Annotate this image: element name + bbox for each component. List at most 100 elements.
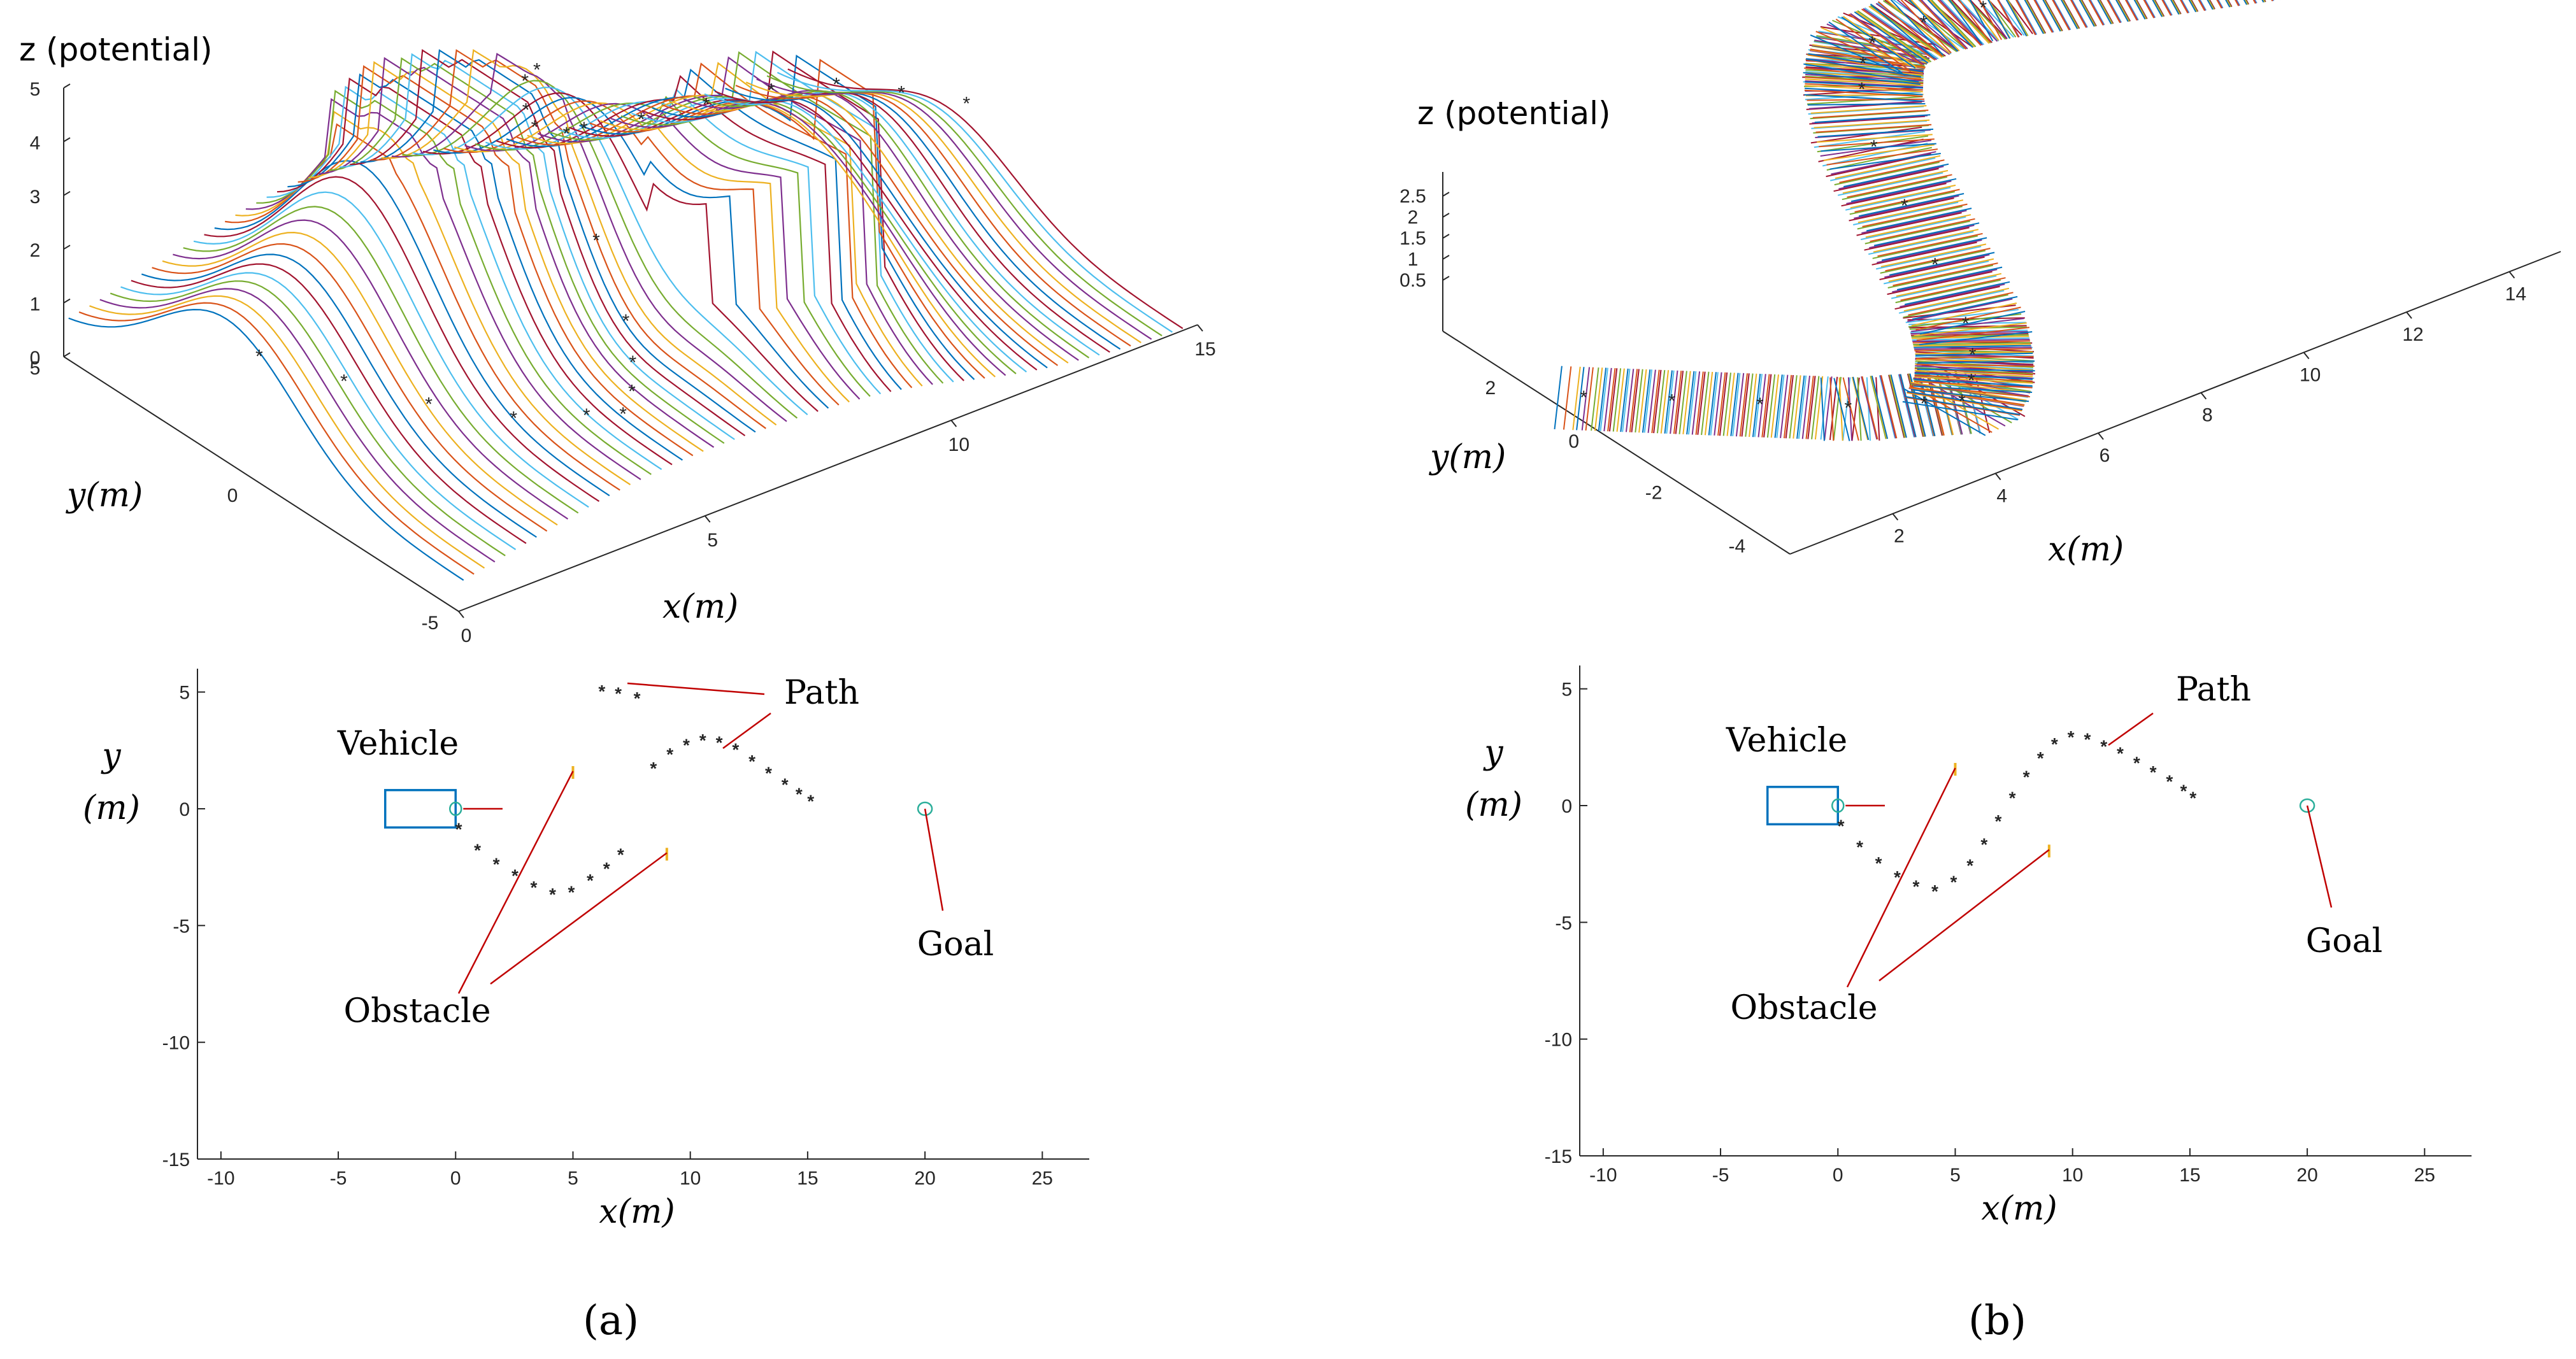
z-tick-mark bbox=[1443, 192, 1449, 196]
surface-line bbox=[1564, 366, 1571, 429]
path-marker: * bbox=[628, 381, 636, 402]
vehicle-box bbox=[1768, 787, 1838, 825]
z-tick-label: 2.5 bbox=[1399, 186, 1426, 207]
y-tick-label: -5 bbox=[173, 916, 190, 937]
x-tick-label: 25 bbox=[1032, 1168, 1053, 1189]
path-marker: * bbox=[1962, 313, 1970, 334]
path-marker: * bbox=[2133, 753, 2140, 772]
path-marker: * bbox=[1920, 13, 1928, 34]
z-tick-label: 4 bbox=[30, 132, 41, 153]
path-label: Path bbox=[2176, 671, 2251, 709]
path-marker: * bbox=[563, 124, 571, 145]
x-tick-label: 10 bbox=[948, 434, 970, 455]
path-marker: * bbox=[587, 871, 594, 890]
goal-label: Goal bbox=[2306, 922, 2382, 960]
z-tick-label: 0.5 bbox=[1399, 270, 1426, 291]
path-marker: * bbox=[1980, 0, 1987, 18]
surface-line bbox=[79, 303, 474, 574]
x-tick-label: 6 bbox=[2100, 445, 2110, 466]
y-tick-label: 0 bbox=[227, 485, 238, 506]
x-tick-label: 2 bbox=[1894, 526, 1905, 547]
x-tick-label: 0 bbox=[461, 625, 472, 646]
path-marker: * bbox=[2117, 744, 2124, 764]
path-marker: * bbox=[531, 117, 539, 138]
annotation-leader-line bbox=[2307, 806, 2331, 907]
x-tick-mark bbox=[2407, 312, 2412, 318]
path-marker: * bbox=[1870, 137, 1878, 158]
path-marker: * bbox=[598, 681, 605, 701]
path-marker: * bbox=[1858, 79, 1866, 100]
x-axis-label-a: x(m) bbox=[662, 588, 738, 626]
surface-line bbox=[319, 58, 714, 447]
panel-a-surface-plot: **** * ********** * *** * ** z (potential) 012… bbox=[19, 31, 1216, 646]
surface-line bbox=[152, 244, 547, 531]
y-tick-label: 0 bbox=[1561, 796, 1572, 817]
panel-label-b: (b) bbox=[1968, 1297, 2026, 1344]
z-tick-mark bbox=[64, 84, 70, 88]
surface-line bbox=[225, 124, 620, 490]
path-label: Path bbox=[784, 674, 859, 712]
obstacle-label: Obstacle bbox=[1730, 989, 1877, 1027]
path-marker: * bbox=[1980, 835, 1987, 855]
path-marker: * bbox=[782, 775, 789, 795]
path-marker: * bbox=[666, 744, 673, 764]
surface-line bbox=[69, 310, 464, 580]
z-ticks-b: 0.511.522.5 bbox=[1399, 186, 1449, 291]
vehicle-label: Vehicle bbox=[337, 725, 459, 763]
path-marker: * bbox=[833, 75, 840, 96]
z-tick-mark bbox=[64, 138, 70, 141]
path-marker: * bbox=[340, 371, 348, 392]
y-tick-label: -5 bbox=[422, 613, 439, 634]
surface-line bbox=[1573, 367, 1580, 430]
z-tick-label: 5 bbox=[30, 79, 41, 100]
z-tick-mark bbox=[1443, 276, 1449, 280]
path-marker: * bbox=[619, 404, 627, 425]
path-marker: * bbox=[2180, 781, 2187, 800]
path-marker: * bbox=[1950, 872, 1957, 892]
surface-line bbox=[90, 296, 485, 568]
path-marker: * bbox=[1969, 345, 1977, 366]
path-marker: * bbox=[1580, 387, 1587, 408]
path-marker: * bbox=[1968, 371, 1975, 392]
path-marker: * bbox=[474, 840, 481, 860]
x-tick-mark bbox=[1996, 473, 2001, 480]
path-marker: * bbox=[2051, 734, 2058, 754]
surface-line bbox=[141, 255, 536, 537]
path-marker: * bbox=[522, 99, 530, 120]
path-marker: * bbox=[1931, 255, 1939, 276]
panel-b-surface-plot: ********************** z (potential) 0.5… bbox=[1399, 0, 2561, 569]
path-marker: * bbox=[1845, 397, 1852, 418]
x-tick-label: -5 bbox=[1712, 1165, 1729, 1186]
path-marker: * bbox=[650, 758, 657, 778]
path-marker: * bbox=[1856, 837, 1863, 857]
path-marker: * bbox=[748, 751, 755, 771]
y-tick-label: -10 bbox=[1545, 1030, 1572, 1051]
x-tick-label: 5 bbox=[1950, 1165, 1961, 1186]
path-marker: * bbox=[703, 94, 710, 115]
surface-line bbox=[1555, 366, 1562, 429]
x-tick-label: -10 bbox=[207, 1168, 234, 1189]
x-tick-mark bbox=[2509, 272, 2514, 278]
z-tick-label: 1.5 bbox=[1399, 228, 1426, 249]
path-marker: * bbox=[622, 311, 630, 332]
x-tick-label: 10 bbox=[680, 1168, 701, 1189]
z-tick-mark bbox=[1443, 234, 1449, 238]
path-marker: * bbox=[615, 684, 622, 704]
x-tick-mark bbox=[2201, 393, 2206, 399]
x-tick-label: 15 bbox=[1194, 339, 1215, 360]
x-tick-mark bbox=[705, 516, 710, 522]
path-marker: * bbox=[638, 109, 645, 130]
path-marker: * bbox=[255, 346, 263, 367]
y-tick-label: 5 bbox=[179, 683, 190, 704]
x-axis-label: x(m) bbox=[1981, 1190, 2057, 1228]
x-tick-mark bbox=[459, 611, 464, 618]
path-marker: * bbox=[510, 408, 517, 429]
panel-label-a: (a) bbox=[583, 1297, 639, 1344]
annotation-leader-line bbox=[723, 713, 771, 748]
path-marker: * bbox=[521, 71, 529, 92]
annotation-leader-line bbox=[925, 809, 943, 911]
z-tick-label: 3 bbox=[30, 187, 41, 208]
y-tick-label: -5 bbox=[1555, 913, 1572, 934]
path-marker: * bbox=[1875, 853, 1882, 873]
path-marker: * bbox=[683, 735, 690, 755]
